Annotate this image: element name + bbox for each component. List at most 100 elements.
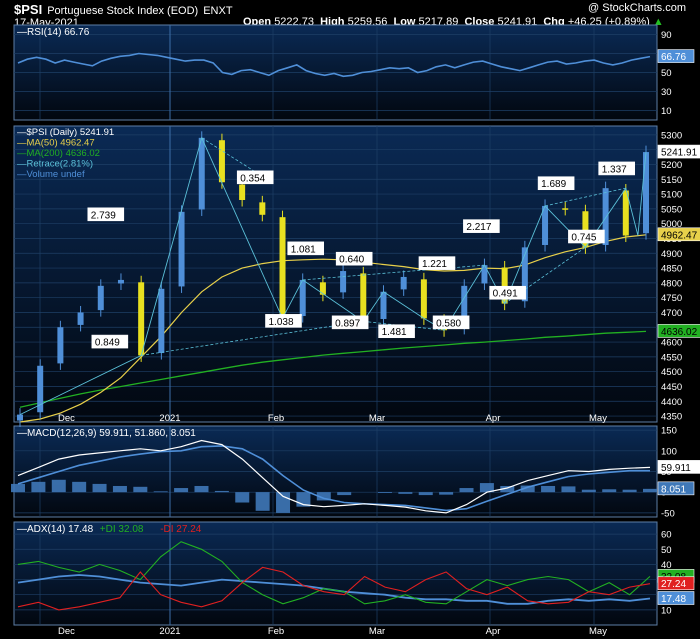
index-name: Portuguese Stock Index (EOD) <box>47 5 199 17</box>
ma200-line <box>19 330 647 408</box>
macd-histogram-bar <box>561 486 576 493</box>
candle-body <box>643 152 649 234</box>
macd-signal-line <box>17 445 650 512</box>
candle-body <box>582 211 589 248</box>
y-tick-label: 50 <box>661 545 672 556</box>
macd-histogram-bar <box>133 486 148 493</box>
y-tick-label: 60 <box>661 530 672 541</box>
y-tick-label: 10 <box>661 106 672 117</box>
x-tick-label: Apr <box>486 413 501 424</box>
retrace-label: 0.745 <box>571 233 596 244</box>
candle-body <box>138 282 145 356</box>
candle-body <box>239 184 246 200</box>
macd-histogram-bar <box>479 483 494 493</box>
macd-histogram-bar <box>51 479 66 493</box>
retrace-label-box <box>265 314 302 328</box>
price-legend-item: —$PSI (Daily) 5241.91 <box>17 127 114 138</box>
candle-body <box>521 247 528 302</box>
candle-body <box>259 202 266 215</box>
retrace-label: 0.580 <box>436 318 461 329</box>
retrace-label: 0.849 <box>95 338 120 349</box>
macd-histogram-bar <box>112 485 127 493</box>
retrace-label-box <box>537 176 575 191</box>
macd-histogram-bar <box>194 485 209 493</box>
last-price-badge-box <box>657 144 700 159</box>
x-tick-label: Feb <box>268 626 284 637</box>
retrace-label-box <box>331 315 369 330</box>
y-tick-label: 4400 <box>661 397 682 408</box>
candle-body <box>340 271 347 293</box>
retrace-label-box <box>335 251 373 266</box>
y-tick-label: 50 <box>661 68 672 79</box>
candle-body <box>97 285 104 311</box>
macd-histogram-bar <box>643 488 657 493</box>
y-tick-label: -50 <box>661 508 675 519</box>
candle-body <box>481 265 488 284</box>
macd-histogram-bar <box>520 485 535 493</box>
retrace-label-box <box>87 207 125 222</box>
rsi-last-value-box <box>657 49 695 63</box>
y-tick-label: 5200 <box>661 160 682 171</box>
retrace-label-box <box>463 219 500 233</box>
x-tick-label: Apr <box>486 626 501 637</box>
y-tick-label: 5000 <box>661 219 682 230</box>
macd-histogram-bar <box>11 483 25 493</box>
rsi-legend: —RSI(14) 66.76 <box>17 27 90 38</box>
candle-body <box>17 414 23 421</box>
macd-histogram-bar <box>92 483 107 493</box>
adx-last-value-box <box>657 591 695 605</box>
ma50-badge: 4962.47 <box>661 230 698 241</box>
y-tick-label: 5150 <box>661 175 682 186</box>
y-tick-label: 5100 <box>661 190 682 201</box>
price-legend-item: —Retrace(2.81%) <box>17 159 93 170</box>
minus-di-last-value-box <box>657 576 695 591</box>
minus-di-last-value: 27.24 <box>661 579 686 590</box>
x-tick-label: May <box>589 626 607 637</box>
retrace-dash <box>544 187 626 207</box>
retrace-label-box <box>91 334 129 349</box>
minus-di-line <box>17 566 651 611</box>
retrace-label-box <box>418 256 456 270</box>
up-arrow-icon: ▲ <box>652 16 664 28</box>
retrace-label-box <box>432 315 470 330</box>
retrace-label: 0.897 <box>335 318 360 329</box>
y-tick-label: 30 <box>661 87 672 98</box>
candle-body <box>218 140 225 183</box>
retrace-label-box <box>287 241 325 256</box>
y-tick-label: 4700 <box>661 308 682 319</box>
retrace-label: 1.337 <box>602 164 627 175</box>
x-tick-label: May <box>589 413 607 424</box>
macd-last-value-box <box>657 460 700 474</box>
x-tick-label: Dec <box>58 413 75 424</box>
macd-histogram-bar <box>337 492 352 496</box>
x-tick-label: Feb <box>268 413 284 424</box>
candle-body <box>198 137 205 210</box>
y-tick-label: 40 <box>661 560 672 571</box>
panel-3-background <box>13 521 658 626</box>
last-price-badge: 5241.91 <box>661 148 698 159</box>
macd-histogram-bar <box>235 492 250 503</box>
candle-body <box>461 285 468 328</box>
macd-histogram-bar <box>500 485 515 493</box>
ma200-badge: 4636.02 <box>661 327 698 338</box>
macd-histogram-bar <box>153 491 168 493</box>
candle-body <box>319 282 326 295</box>
x-tick-label: Dec <box>58 626 75 637</box>
macd-histogram-bar <box>541 485 556 493</box>
macd-histogram-bar <box>31 481 46 493</box>
adx-legend-item: —ADX(14) 17.48 <box>17 524 94 535</box>
symbol: $PSI <box>14 2 43 17</box>
macd-histogram-bar <box>255 492 270 511</box>
candle-body <box>178 211 185 287</box>
retrace-label: 0.354 <box>240 173 265 184</box>
retrace-label: 2.739 <box>91 210 116 221</box>
retrace-label-box <box>598 161 635 176</box>
adx-last-value: 17.48 <box>661 594 686 605</box>
macd-histogram-bar <box>214 490 229 493</box>
retrace-label: 0.491 <box>493 289 518 300</box>
macd-histogram-bar <box>581 489 596 493</box>
macd-legend: —MACD(12,26,9) 59.911, 51.860, 8.051 <box>17 428 196 439</box>
y-tick-label: 4350 <box>661 412 682 423</box>
rsi-last-value: 66.76 <box>661 52 686 63</box>
panel-1-background <box>13 125 658 423</box>
